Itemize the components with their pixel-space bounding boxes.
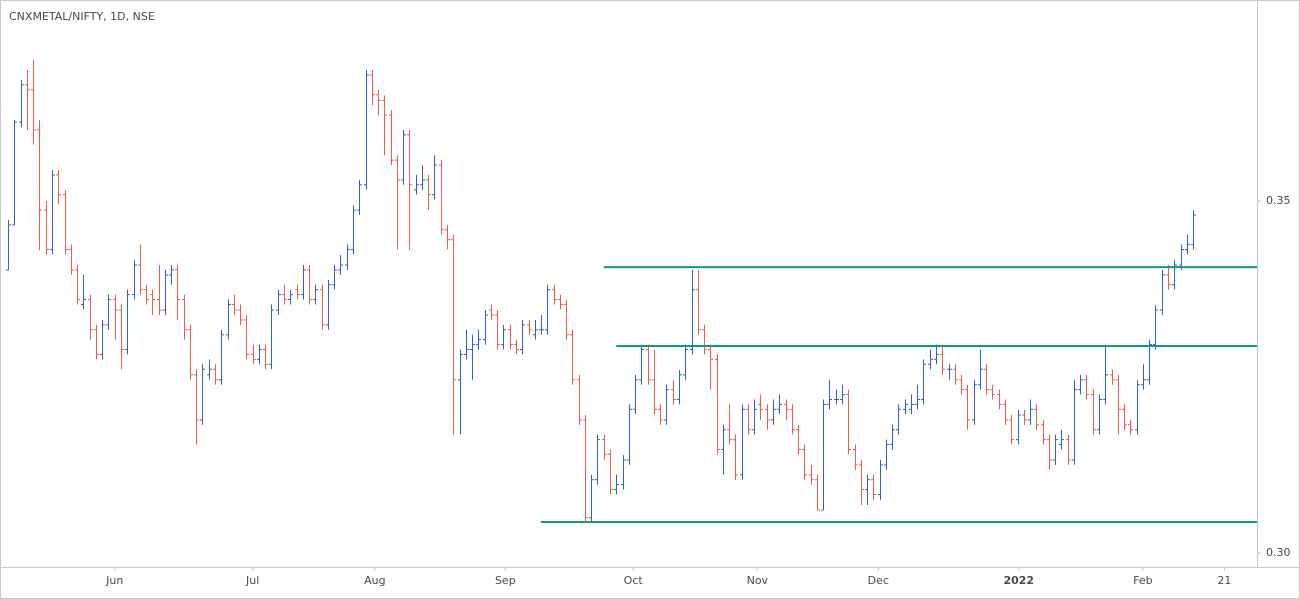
x-tick-label: Jul xyxy=(245,574,259,587)
x-tick-label: Aug xyxy=(364,574,385,587)
x-tick-label: Feb xyxy=(1133,574,1152,587)
chart-title: CNXMETAL/NIFTY, 1D, NSE xyxy=(9,10,155,23)
y-tick-label: 0.30 xyxy=(1266,546,1291,559)
x-tick-label: Sep xyxy=(495,574,516,587)
x-tick-label: 21 xyxy=(1217,574,1231,587)
x-tick-label: 2022 xyxy=(1003,574,1034,587)
x-tick-label: Oct xyxy=(624,574,644,587)
x-tick-label: Nov xyxy=(747,574,769,587)
y-tick-label: 0.35 xyxy=(1266,194,1291,207)
x-tick-label: Jun xyxy=(105,574,123,587)
x-tick-label: Dec xyxy=(868,574,889,587)
